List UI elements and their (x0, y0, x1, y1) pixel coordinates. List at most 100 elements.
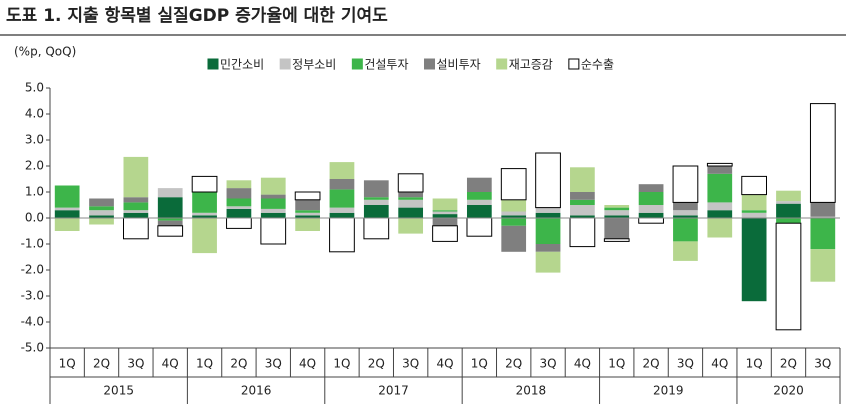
x-group-label: 2018 (516, 384, 547, 398)
x-group-label: 2020 (773, 384, 804, 398)
bar-segment (123, 202, 149, 211)
y-tick-label: 3.0 (25, 133, 44, 147)
bar-segment (123, 217, 149, 240)
bar-segment (604, 207, 630, 211)
y-tick-label: 5.0 (25, 81, 44, 95)
bar-segment (260, 208, 286, 213)
bar-segment (123, 212, 149, 218)
bar-segment (570, 199, 595, 205)
bar-segment (638, 184, 664, 192)
bar-segment (810, 249, 836, 282)
y-tick-label: -3.0 (21, 289, 44, 303)
bar-segment (398, 199, 424, 208)
bar-segment (397, 173, 424, 193)
bar-segment (707, 166, 733, 174)
legend-label: 건설투자 (364, 58, 408, 72)
bar-segment (226, 180, 252, 189)
bar-segment (329, 179, 355, 190)
x-tick-label: 3Q (127, 357, 144, 371)
x-tick-label: 2Q (93, 357, 110, 371)
bar-segment (570, 215, 595, 218)
bar-segment (707, 218, 733, 238)
x-tick-label: 2Q (643, 357, 660, 371)
bar-segment (329, 207, 355, 213)
bar-segment (775, 222, 802, 331)
bar-segment (776, 190, 801, 202)
bar-segment (809, 103, 836, 203)
x-tick-label: 1Q (608, 357, 625, 371)
bar-segment (776, 201, 801, 204)
y-tick-label: 1.0 (25, 185, 44, 199)
x-tick-label: 4Q (162, 357, 179, 371)
bar-segment (501, 199, 527, 212)
legend-swatch (351, 58, 363, 70)
bar-segment (810, 216, 836, 218)
y-tick-label: 4.0 (25, 107, 44, 121)
bar-segment (776, 203, 801, 218)
bar-segment (260, 217, 287, 245)
bar-segment (604, 210, 630, 216)
bar-segment (604, 218, 630, 239)
bar-segment (157, 188, 183, 198)
bar-segment (123, 156, 149, 198)
bar-segment (466, 205, 492, 218)
bar-segment (673, 241, 698, 261)
bar-segment (295, 199, 320, 211)
bar-segment (226, 188, 252, 199)
bar-segment (192, 215, 217, 218)
bar-segment (432, 211, 458, 215)
x-group-label: 2017 (378, 384, 409, 398)
bar-segment (501, 225, 527, 252)
x-tick-label: 1Q (59, 357, 76, 371)
chart-title: 도표 1. 지출 항목별 실질GDP 증가율에 대한 기여도 (6, 5, 388, 26)
bar-segment (295, 210, 320, 213)
y-unit: (%p, QoQ) (14, 45, 76, 59)
bar-segment (398, 218, 424, 234)
bar-segment (741, 212, 767, 218)
bar-segment (810, 218, 836, 250)
bar-segment (432, 214, 458, 218)
bar-segment (363, 217, 390, 240)
bar-segment (535, 212, 561, 218)
bar-segment (638, 192, 664, 205)
bar-segment (363, 199, 389, 205)
bar-segment (570, 192, 595, 200)
bar-segment (363, 205, 389, 218)
bar-segment (741, 210, 767, 213)
bar-segment (260, 198, 286, 209)
x-tick-label: 3Q (814, 357, 831, 371)
legend-label: 재고증감 (509, 58, 553, 72)
bar-segment (672, 165, 699, 203)
bar-segment (192, 192, 217, 213)
x-tick-label: 1Q (333, 357, 350, 371)
bar-segment (157, 218, 183, 221)
bar-segment (226, 198, 252, 207)
bar-segment (535, 218, 561, 244)
bar-segment (157, 220, 183, 226)
bar-segment (706, 162, 733, 167)
x-tick-label: 2Q (230, 357, 247, 371)
y-tick-label: -4.0 (21, 315, 44, 329)
bar-segment (604, 215, 630, 218)
legend-swatch (207, 58, 219, 70)
bar-segment (569, 217, 596, 248)
bar-segment (54, 185, 80, 208)
bar-segment (535, 152, 561, 209)
bar-segment (89, 210, 114, 216)
legend-label: 민간소비 (220, 58, 264, 72)
legend-swatch (496, 58, 508, 70)
x-tick-label: 4Q (574, 357, 591, 371)
bar-segment (363, 197, 389, 200)
bar-segment (329, 212, 355, 218)
x-tick-label: 3Q (539, 357, 556, 371)
bar-segment (432, 198, 458, 211)
bar-segment (741, 175, 767, 196)
bar-segment (432, 218, 458, 226)
bar-segment (192, 212, 217, 216)
y-tick-label: 2.0 (25, 159, 44, 173)
legend-label: 설비투자 (437, 58, 481, 72)
bar-segment (260, 194, 286, 199)
bar-segment (638, 212, 664, 218)
bar-segment (123, 197, 149, 203)
bar-segment (603, 238, 630, 242)
